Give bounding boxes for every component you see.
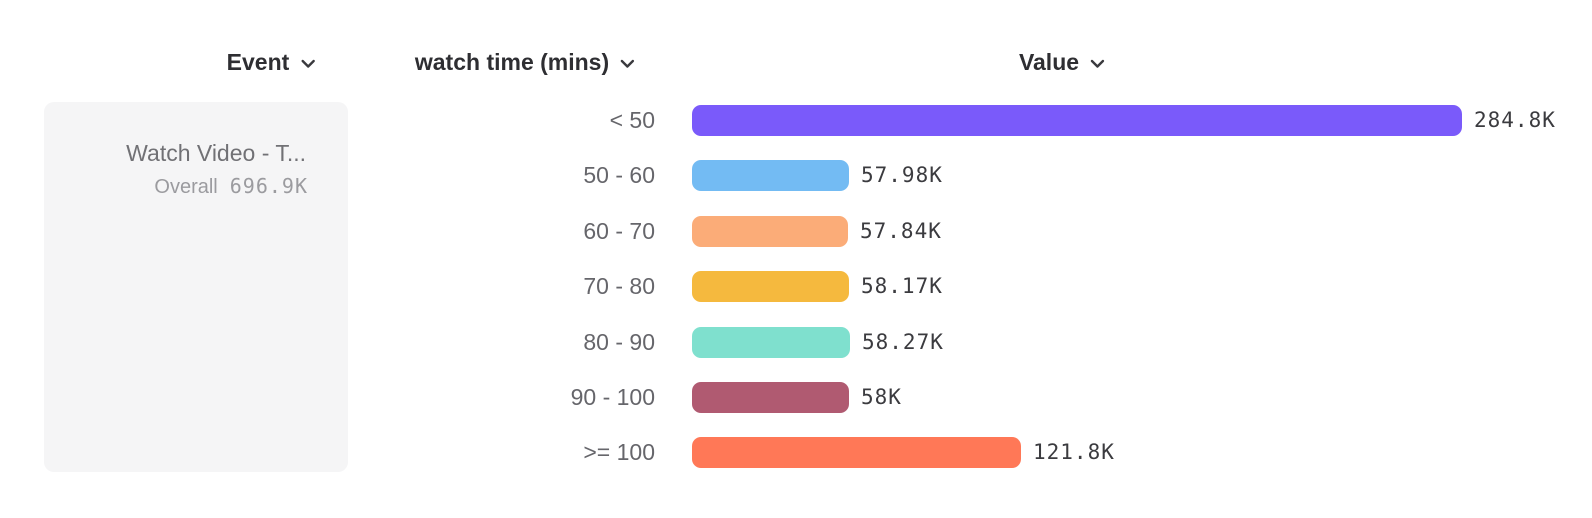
breakdown-column-header[interactable]: watch time (mins) [415,49,635,76]
bar-value: 57.84K [860,219,942,243]
event-column-header[interactable]: Event [227,49,316,76]
chevron-down-icon [1090,59,1105,69]
bar-value: 57.98K [861,163,943,187]
chart-row: 50 - 60 57.98K [0,160,1592,191]
bar-segment[interactable] [692,437,1021,468]
bar-segment[interactable] [692,382,849,413]
bar-value: 58.17K [861,274,943,298]
overall-label: Overall [154,176,218,198]
event-card[interactable]: Watch Video - T... Overall 696.9K [44,102,348,472]
bar-value: 121.8K [1033,440,1115,464]
bucket-label: 50 - 60 [583,162,655,188]
bucket-label: 60 - 70 [583,218,655,244]
chart-row: 90 - 100 58K [0,382,1592,413]
value-column-header[interactable]: Value [1019,49,1105,76]
bar-segment[interactable] [692,327,850,358]
bar-segment[interactable] [692,216,848,247]
event-name: Watch Video - T... [126,140,306,166]
bar-segment[interactable] [692,160,849,191]
bar-segment[interactable] [692,105,1462,136]
bar-segment[interactable] [692,271,849,302]
event-column-label: Event [226,49,290,75]
chart-row: 60 - 70 57.84K [0,216,1592,247]
bucket-label: < 50 [609,107,655,133]
chevron-down-icon [620,59,635,69]
overall-value: 696.9K [229,174,308,198]
chart-row: >= 100 121.8K [0,437,1592,468]
value-column-label: Value [1018,49,1080,75]
event-overall: Overall 696.9K [154,174,308,199]
breakdown-column-label: watch time (mins) [414,49,610,75]
bucket-label: >= 100 [583,439,655,465]
bar-value: 284.8K [1474,108,1556,132]
bar-value: 58.27K [862,330,944,354]
chevron-down-icon [300,59,315,69]
bucket-label: 90 - 100 [570,384,655,410]
chart-row: < 50 284.8K [0,105,1592,136]
bucket-label: 80 - 90 [583,329,655,355]
bar-value: 58K [861,385,902,409]
chart-row: 70 - 80 58.17K [0,271,1592,302]
chart-row: 80 - 90 58.27K [0,327,1592,358]
bucket-label: 70 - 80 [583,273,655,299]
